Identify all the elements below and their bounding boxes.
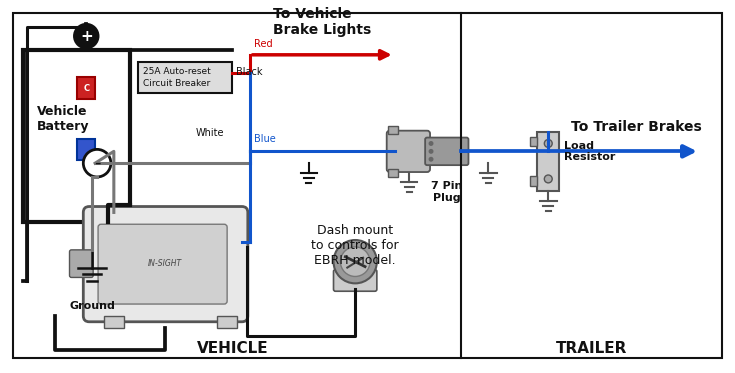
- Text: -: -: [94, 154, 101, 172]
- Text: To Vehicle
Brake Lights: To Vehicle Brake Lights: [273, 7, 372, 37]
- FancyBboxPatch shape: [334, 270, 377, 291]
- Bar: [138, 62, 232, 93]
- Bar: [387, 126, 398, 134]
- Text: C: C: [83, 84, 90, 93]
- Circle shape: [334, 240, 377, 283]
- Text: VEHICLE: VEHICLE: [197, 341, 269, 356]
- FancyBboxPatch shape: [70, 250, 93, 278]
- Bar: [77, 78, 95, 99]
- Circle shape: [429, 141, 434, 146]
- FancyBboxPatch shape: [387, 131, 430, 172]
- FancyBboxPatch shape: [425, 138, 468, 165]
- Circle shape: [545, 140, 552, 147]
- Text: Red: Red: [254, 39, 273, 49]
- Bar: [529, 137, 537, 147]
- Bar: [104, 316, 123, 328]
- Bar: [387, 169, 398, 177]
- Circle shape: [429, 157, 434, 162]
- Text: 25A Auto-reset: 25A Auto-reset: [143, 67, 211, 76]
- Text: Vehicle
Battery: Vehicle Battery: [37, 105, 90, 133]
- Text: Blue: Blue: [254, 134, 276, 144]
- Text: Ground: Ground: [69, 301, 115, 311]
- Circle shape: [545, 175, 552, 183]
- Text: 7 Pin
Plug: 7 Pin Plug: [431, 181, 462, 203]
- FancyBboxPatch shape: [98, 224, 227, 304]
- Bar: [529, 176, 537, 186]
- Circle shape: [340, 247, 370, 276]
- Text: Dash mount
to controls for
EBRH model.: Dash mount to controls for EBRH model.: [312, 224, 399, 267]
- Text: TRAILER: TRAILER: [556, 341, 627, 356]
- Text: Black: Black: [236, 66, 262, 76]
- FancyBboxPatch shape: [83, 207, 248, 322]
- Bar: [537, 132, 559, 191]
- Text: White: White: [196, 128, 224, 138]
- Circle shape: [74, 24, 98, 48]
- Bar: [77, 138, 95, 160]
- Text: IN-SIGHT: IN-SIGHT: [148, 259, 182, 268]
- Text: Load
Resistor: Load Resistor: [564, 141, 615, 162]
- Circle shape: [429, 149, 434, 154]
- Text: To Trailer Brakes: To Trailer Brakes: [570, 120, 701, 134]
- Bar: [108, 204, 129, 222]
- Circle shape: [83, 149, 111, 177]
- Bar: [218, 316, 237, 328]
- Text: Circuit Breaker: Circuit Breaker: [143, 79, 211, 88]
- Text: +: +: [80, 29, 93, 44]
